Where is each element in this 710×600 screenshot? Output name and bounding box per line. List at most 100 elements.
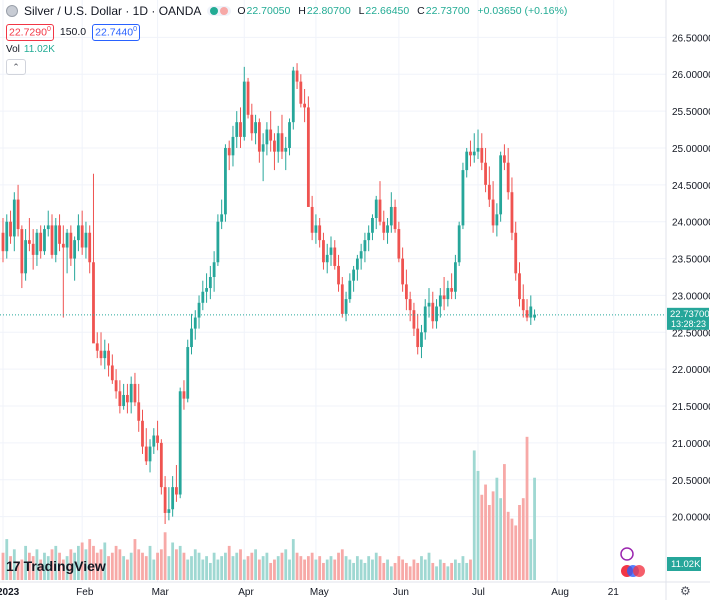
chart-header: Silver / U.S. Dollar · 1D · OANDA O22.70… — [6, 4, 572, 18]
current-price-label: 22.73700 — [670, 309, 710, 320]
volume-value: 11.02K — [23, 44, 55, 55]
candle-body — [288, 122, 291, 148]
volume-bar — [514, 525, 518, 580]
candle-body — [269, 129, 273, 141]
candle-body — [427, 302, 431, 307]
volume-bar — [175, 549, 178, 580]
candle-body — [374, 199, 378, 219]
candle-body — [265, 129, 269, 145]
volume-bar — [521, 498, 525, 580]
market-status-indicator[interactable] — [207, 6, 232, 16]
volume-bar — [431, 562, 435, 580]
candle-body — [495, 214, 499, 226]
candle-body — [284, 147, 288, 152]
volume-bar — [159, 549, 163, 580]
collapse-legend-button[interactable]: ⌃ — [6, 59, 26, 75]
candle-body — [295, 70, 299, 82]
candle-body — [423, 306, 427, 333]
volume-bar — [446, 566, 450, 580]
candle-body — [435, 306, 438, 322]
volume-bar — [235, 552, 239, 580]
tradingview-logo[interactable]: 17 TradingView — [6, 558, 106, 574]
volume-bar — [329, 556, 333, 580]
candle-body — [35, 232, 39, 255]
volume-bar — [359, 559, 363, 580]
volume-bar — [107, 556, 110, 580]
volume-bar — [5, 539, 9, 580]
candle-body — [461, 170, 465, 226]
volume-bar — [299, 556, 303, 580]
candle-body — [506, 162, 510, 193]
volume-bar — [54, 545, 58, 580]
volume-bar — [95, 552, 99, 580]
candle-body — [24, 240, 28, 274]
candle-body — [469, 151, 472, 156]
volume-bar — [197, 552, 201, 580]
candle-body — [325, 254, 329, 263]
candle-body — [261, 144, 265, 152]
volume-bar — [171, 542, 175, 580]
candle-body — [175, 487, 178, 495]
candle-body — [224, 147, 227, 215]
candle-body — [454, 262, 457, 292]
volume-legend[interactable]: Vol 11.02K — [6, 44, 55, 55]
candle-body — [404, 284, 408, 300]
volume-bar — [480, 494, 484, 580]
sell-button[interactable]: 22.72900 — [6, 24, 54, 41]
volume-bar — [371, 559, 374, 580]
candle-body — [197, 302, 201, 318]
volume-bar — [231, 556, 235, 580]
volume-bar — [133, 539, 137, 580]
volume-bar — [472, 450, 476, 580]
volume-bar — [503, 464, 506, 580]
candle-body — [491, 199, 495, 226]
volume-bar — [416, 562, 420, 580]
volume-bar — [208, 562, 212, 580]
volume-bar — [118, 549, 122, 580]
volume-bar — [389, 566, 393, 580]
volume-bar — [435, 566, 438, 580]
candle-body — [306, 107, 310, 207]
volume-bar — [374, 552, 378, 580]
candle-body — [318, 225, 322, 241]
volume-bar — [250, 552, 254, 580]
settings-gear-icon[interactable]: ⚙ — [680, 584, 691, 598]
ohlc-values: O22.70050 H22.80700 L22.66450 C22.73700 … — [237, 5, 568, 17]
candle-body — [533, 314, 536, 318]
candle-body — [393, 206, 397, 230]
volume-bar — [205, 556, 208, 580]
volume-bar — [182, 552, 186, 580]
candle-body — [246, 81, 250, 115]
countdown-label: 13:28:23 — [671, 319, 706, 329]
volume-bar — [216, 559, 220, 580]
volume-bar — [491, 491, 495, 580]
volume-bar — [333, 559, 337, 580]
candle-body — [416, 328, 420, 348]
dividend-event-icon — [620, 547, 634, 561]
candle-body — [484, 162, 487, 185]
candle-body — [450, 288, 454, 292]
volume-bar — [35, 549, 39, 580]
candle-body — [186, 347, 190, 399]
volume-bar — [190, 556, 193, 580]
candle-body — [137, 402, 141, 421]
symbol-title[interactable]: Silver / U.S. Dollar · 1D · OANDA — [24, 4, 202, 18]
volume-bar — [12, 549, 16, 580]
candle-body — [167, 509, 171, 513]
volume-bar — [295, 552, 299, 580]
volume-bar — [454, 559, 457, 580]
volume-bar — [352, 562, 356, 580]
volume-bar — [220, 556, 224, 580]
candle-body — [242, 81, 246, 137]
volume-bar — [420, 556, 423, 580]
volume-bar — [529, 539, 533, 580]
candle-body — [50, 225, 54, 255]
candle-body — [216, 221, 220, 263]
buy-button[interactable]: 22.74400 — [92, 24, 141, 41]
candle-body — [110, 365, 114, 381]
volume-bar — [401, 559, 405, 580]
volume-bar — [344, 556, 348, 580]
candle-body — [280, 133, 284, 152]
candle-body — [476, 147, 480, 152]
